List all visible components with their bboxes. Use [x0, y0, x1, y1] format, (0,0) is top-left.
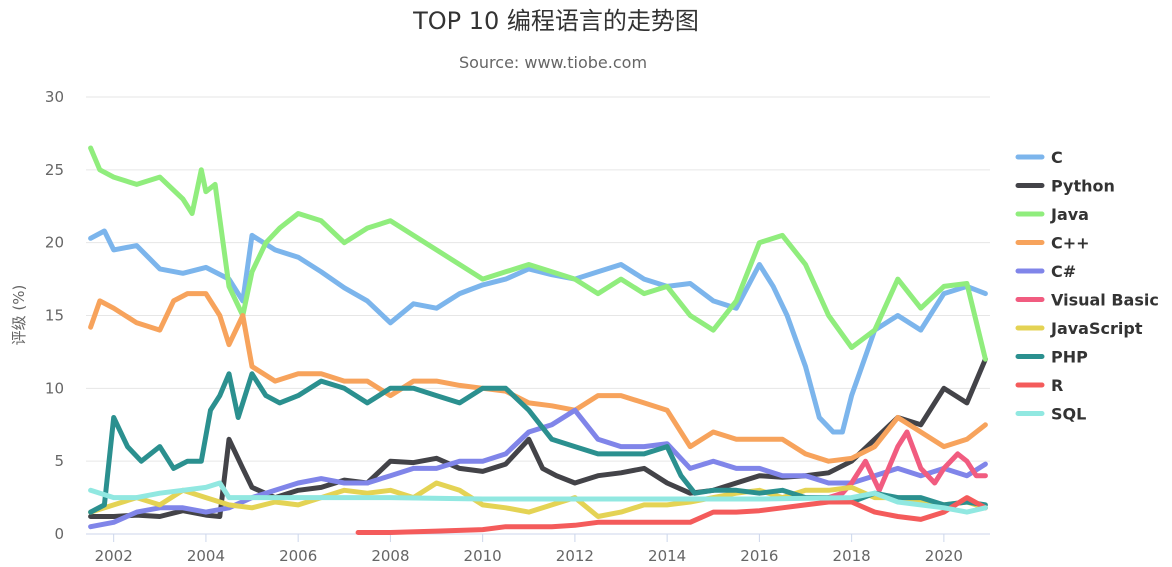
legend-label: Python [1051, 177, 1115, 196]
x-tick-label: 2020 [925, 547, 963, 565]
series-line-java [88, 145, 988, 362]
x-tick-label: 2002 [95, 547, 133, 565]
series-line-sql [88, 480, 988, 515]
x-tick-label: 2012 [556, 547, 594, 565]
legend-item-c[interactable]: C++ [1015, 234, 1090, 253]
y-tick-label: 15 [45, 307, 64, 325]
y-axis-label: 评级 (%) [10, 285, 28, 346]
legend-label: C# [1051, 262, 1076, 281]
legend-item-php[interactable]: PHP [1015, 348, 1088, 367]
x-tick-label: 2018 [833, 547, 871, 565]
series-line-python [88, 356, 988, 519]
series-line-r [355, 495, 988, 535]
legend-label: Visual Basic [1051, 291, 1159, 310]
legend: C Python Java C++ C# Visual Basic JavaScript PH… [1015, 148, 1159, 424]
legend-item-c[interactable]: C [1015, 148, 1063, 167]
y-tick-label: 20 [45, 234, 64, 252]
x-tick-label: 2016 [740, 547, 778, 565]
y-tick-label: 0 [54, 525, 64, 543]
x-tick-label: 2004 [187, 547, 225, 565]
y-tick-label: 30 [45, 88, 64, 106]
x-tick-label: 2014 [648, 547, 686, 565]
axes: 0 5 10 15 20 25 30 2002 2004 2006 2008 2010 2012 2014… [45, 88, 990, 565]
legend-label: JavaScript [1050, 319, 1143, 338]
series-lines [88, 145, 988, 535]
chart-title: TOP 10 编程语言的走势图 [412, 7, 699, 35]
x-tick-label: 2008 [371, 547, 409, 565]
y-tick-label: 5 [54, 452, 64, 470]
legend-item-sql[interactable]: SQL [1015, 405, 1086, 424]
legend-item-python[interactable]: Python [1015, 177, 1115, 196]
legend-label: SQL [1051, 405, 1086, 424]
x-tick-label: 2006 [279, 547, 317, 565]
y-tick-label: 10 [45, 379, 64, 397]
series-line-visual-basic [826, 429, 988, 501]
legend-label: R [1051, 376, 1063, 395]
chart-subtitle: Source: www.tiobe.com [459, 53, 647, 72]
y-tick-label: 25 [45, 161, 64, 179]
series-line-c [88, 228, 988, 435]
legend-item-r[interactable]: R [1015, 376, 1063, 395]
legend-item-java[interactable]: Java [1015, 205, 1089, 224]
legend-label: C++ [1051, 234, 1090, 253]
legend-item-visual-basic[interactable]: Visual Basic [1015, 291, 1159, 310]
legend-item-javascript[interactable]: JavaScript [1015, 319, 1143, 338]
legend-label: C [1051, 148, 1063, 167]
legend-label: PHP [1051, 348, 1088, 367]
legend-item-c[interactable]: C# [1015, 262, 1076, 281]
legend-label: Java [1050, 205, 1089, 224]
series-line-javascript [88, 480, 988, 519]
x-tick-label: 2010 [464, 547, 502, 565]
